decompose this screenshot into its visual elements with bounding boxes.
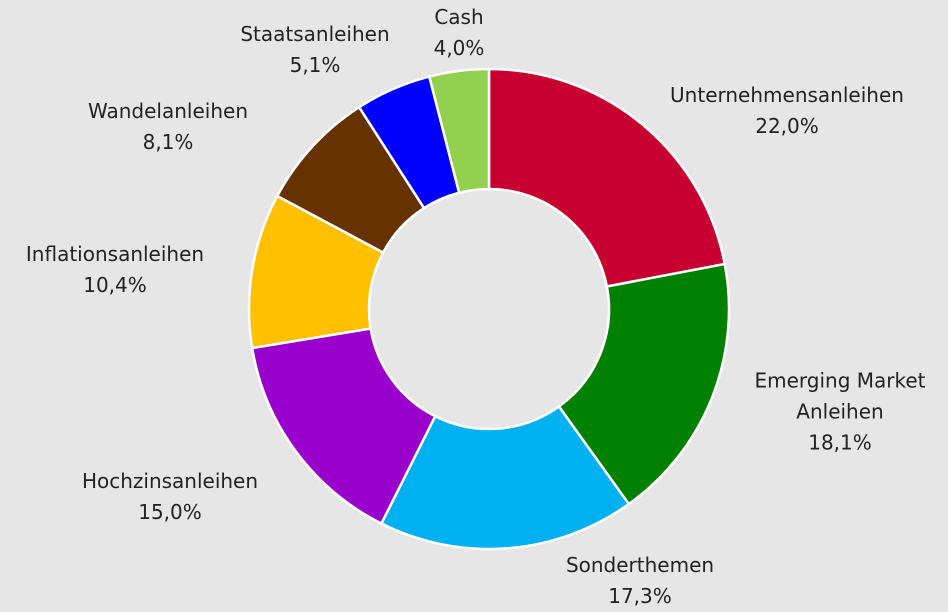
category-label: Hochzinsanleihen	[81, 469, 259, 493]
slice-label: Unternehmensanleihen 22,0%	[657, 80, 917, 142]
category-label: Emerging Market Anleihen	[754, 368, 926, 424]
donut-slice	[379, 404, 631, 551]
category-label: Wandelanleihen	[88, 99, 248, 123]
value-label: 10,4%	[83, 273, 147, 297]
value-label: 4,0%	[433, 36, 485, 60]
slice-label: Wandelanleihen 8,1%	[68, 96, 268, 158]
donut-slice	[557, 262, 731, 506]
category-label: Sonderthemen	[565, 553, 715, 577]
donut-slice	[427, 67, 491, 195]
category-label: Cash	[434, 5, 484, 29]
value-label: 22,0%	[755, 114, 819, 138]
slice-label: Sonderthemen 17,3%	[530, 550, 750, 612]
category-label: Staatsanleihen	[240, 22, 390, 46]
donut-slice	[487, 67, 727, 288]
slice-label: Cash 4,0%	[399, 2, 519, 64]
donut-slice	[250, 327, 437, 526]
slice-label: Emerging Market Anleihen 18,1%	[745, 366, 935, 459]
category-label: Inflationsanleihen	[25, 242, 205, 266]
slice-label: Inflationsanleihen 10,4%	[0, 239, 235, 301]
slice-label: Staatsanleihen 5,1%	[215, 19, 415, 81]
value-label: 15,0%	[138, 500, 202, 524]
value-label: 8,1%	[142, 130, 194, 154]
value-label: 18,1%	[808, 430, 872, 455]
value-label: 17,3%	[608, 584, 672, 608]
value-label: 5,1%	[289, 53, 341, 77]
slice-label: Hochzinsanleihen 15,0%	[50, 466, 290, 528]
category-label: Unternehmensanleihen	[670, 83, 904, 107]
